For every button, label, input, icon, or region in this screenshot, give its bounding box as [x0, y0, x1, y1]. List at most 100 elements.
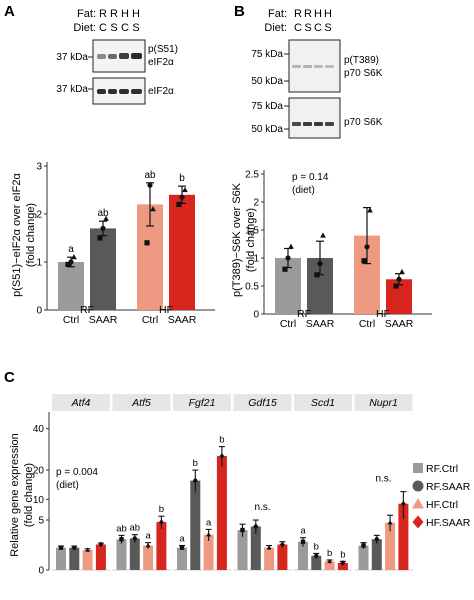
chart-c-annotation-2: (diet): [56, 480, 79, 491]
fat-label: Fat:: [77, 8, 96, 20]
chart-b-point-2-0: [361, 258, 367, 264]
blot-b-1-label-1: p(T389): [344, 55, 379, 66]
chart-c-bar-0-0: [56, 547, 66, 570]
chart-c-bar-1-1: [129, 538, 140, 570]
blot-a-2-label-1: eIF2α: [148, 86, 174, 97]
chart-c-annotation-1: p = 0.004: [56, 467, 98, 478]
chart-b-point-0-0: [282, 266, 288, 272]
chart-c-point-1-1: [132, 536, 137, 541]
chart-a-xlabel-2: Ctrl: [142, 314, 158, 326]
chart-c-strip-label-4: Scd1: [311, 397, 335, 409]
chart-c-strip-label-0: Atf4: [71, 397, 91, 409]
blot-a-1: 37 kDa p(S51) eIF2α: [56, 39, 178, 73]
chart-a-point-1-1: [100, 225, 106, 231]
diet-lane-b-4: S: [324, 22, 331, 34]
panel-a-blot-header: Fat: Diet: R R H H C S C S: [73, 8, 140, 34]
diet-lane-b-1: C: [294, 22, 302, 34]
chart-a-group-rf: RF: [80, 304, 94, 316]
chart-a-bar-3: [169, 194, 195, 310]
chart-b-xlabel-2: Ctrl: [359, 318, 375, 330]
chart-c-legend: RF.Ctrl RF.SAAR HF.Ctrl HF.SAAR: [412, 463, 471, 529]
fat-label-b: Fat:: [268, 8, 287, 20]
chart-a-point-2-0: [144, 240, 150, 246]
chart-b-ytick-label-1: 0.5: [245, 282, 259, 293]
chart-c-bar-3-2: [264, 547, 275, 570]
chart-c-bar-5-3: [398, 503, 409, 570]
chart-c-letter-1-1: ab: [130, 523, 141, 534]
fat-lane-b-3: H: [314, 8, 322, 20]
chart-c-letter-4-2: b: [327, 548, 332, 559]
chart-b-point-0-2: [288, 243, 294, 249]
chart-a-point-3-1: [179, 194, 185, 200]
chart-a-group-hf: HF: [159, 304, 173, 316]
panel-c-letter: C: [4, 369, 15, 386]
panel-b-blot-header: Fat: Diet: R R H H C S C S: [264, 8, 332, 34]
chart-b-point-3-0: [393, 283, 399, 289]
chart-c-point-1-3: [158, 519, 164, 525]
diet-label-b: Diet:: [264, 22, 287, 34]
fat-lane-b-2: R: [304, 8, 312, 20]
chart-c-bar-1-3: [156, 522, 167, 570]
chart-b-point-3-2: [399, 268, 405, 275]
chart-c-point-2-2: [206, 532, 212, 537]
blot-a-2: 37 kDa eIF2α: [56, 77, 174, 105]
chart-b-ylabel-1: p(T389)−S6K over S6K: [231, 182, 243, 297]
chart-a-point-2-1: [147, 182, 153, 188]
blot-b-2-kda-top: 75 kDa: [251, 101, 283, 112]
panel-b-letter: B: [234, 3, 245, 20]
chart-b-ylabel-2: (fold change): [245, 208, 257, 272]
blot-b-2: 75 kDa 50 kDa p70 S6K: [251, 97, 383, 139]
chart-c-strip-4: [294, 394, 352, 411]
chart-a-point-0-1: [68, 259, 74, 265]
chart-c-strip-label-1: Atf5: [131, 397, 151, 409]
chart-c-point-5-0: [361, 543, 366, 548]
chart-a-letter-0: a: [68, 244, 74, 255]
fat-lane-2: R: [110, 8, 118, 20]
chart-c-bar-2-2: [203, 534, 214, 570]
diet-label: Diet:: [73, 22, 96, 34]
chart-c-point-2-1: [193, 478, 198, 483]
chart-c-letter-2-3: b: [219, 435, 224, 446]
chart-c-bar-1-2: [143, 545, 154, 570]
chart-c-point-5-1: [374, 537, 379, 542]
chart-c-bar-4-2: [324, 561, 335, 570]
chart-c-point-1-0: [119, 537, 124, 542]
legend-label-0: RF.Ctrl: [426, 463, 458, 475]
fat-lane-3: H: [121, 8, 129, 20]
fat-lane-4: H: [132, 8, 140, 20]
chart-c-strip-2: [173, 394, 231, 411]
blot-b-2-kda-bottom: 50 kDa: [251, 124, 283, 135]
chart-c-point-4-2: [327, 558, 333, 564]
chart-c-point-4-1: [314, 553, 319, 559]
chart-c-letter-2-0: a: [179, 534, 185, 545]
chart-c-letter-2-2: a: [206, 517, 212, 528]
blot-b-1: 75 kDa 50 kDa p(T389) p70 S6K: [251, 39, 383, 93]
chart-c-point-4-0: [300, 539, 306, 544]
chart-c-strip-3: [233, 394, 292, 411]
chart-a-ytick-label-0: 0: [36, 306, 42, 317]
legend-key-3: [412, 515, 424, 529]
chart-c-ylabel-2: (fold change): [23, 463, 35, 527]
chart-c-point-0-2: [85, 547, 91, 552]
chart-a-xlabel-3: SAAR: [168, 314, 197, 326]
chart-b-point-2-1: [364, 244, 370, 250]
blot-a-1-label-2: eIF2α: [148, 57, 174, 68]
chart-c-ytick-label-3: 20: [33, 466, 45, 477]
chart-a-bar-1: [90, 228, 116, 310]
blot-b-2-label-1: p70 S6K: [344, 117, 383, 128]
chart-a-point-3-2: [182, 186, 188, 193]
chart-b-group-rf: RF: [297, 308, 311, 320]
chart-c-point-5-3: [400, 500, 406, 507]
chart-c-letter-4-0: a: [300, 526, 306, 537]
chart-c-point-5-2: [387, 519, 393, 525]
chart-c: Relative gene expression (fold change) p…: [9, 394, 413, 577]
legend-label-3: HF.SAAR: [426, 517, 471, 529]
chart-c-bar-3-3: [277, 544, 288, 570]
chart-b-point-0-1: [285, 255, 291, 261]
chart-c-bar-0-2: [82, 550, 93, 570]
chart-c-bar-5-1: [371, 539, 382, 570]
chart-b-ytick-label-5: 2.5: [245, 170, 259, 181]
chart-c-letter-2-1: b: [193, 458, 198, 469]
chart-c-ytick-label-2: 10: [33, 495, 45, 506]
fat-lane-1: R: [99, 8, 107, 20]
